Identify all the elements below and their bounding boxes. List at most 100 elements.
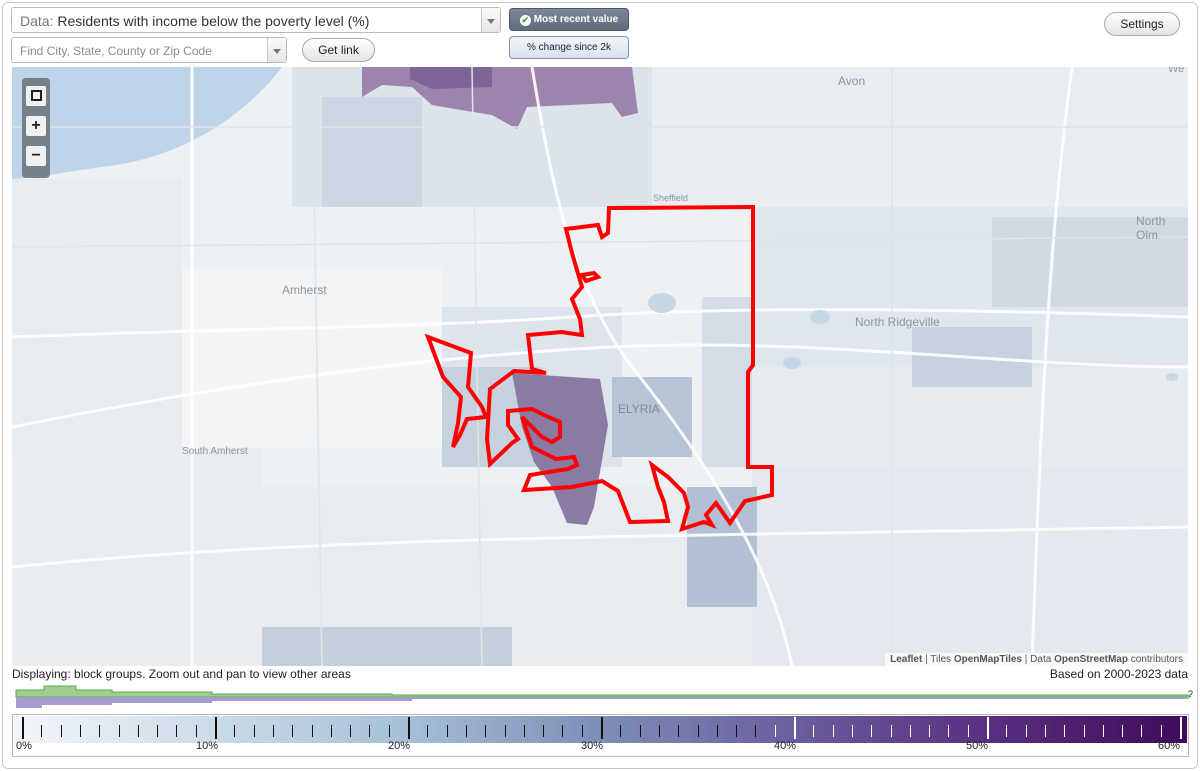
- map[interactable]: Avon Sheffield North Olm Amherst North R…: [12, 67, 1188, 666]
- place-label-north-ridgeville: North Ridgeville: [855, 315, 940, 329]
- legend-tick: [794, 717, 796, 739]
- tract-central-west: [182, 267, 442, 447]
- legend-label-20: 20%: [388, 740, 411, 752]
- percent-change-button[interactable]: % change since 2k: [509, 36, 629, 59]
- legend-tick: [1122, 725, 1124, 737]
- legend-label-30: 30%: [581, 740, 604, 752]
- legend-tick: [1064, 725, 1066, 737]
- chevron-down-icon[interactable]: [481, 8, 500, 32]
- search-placeholder: Find City, State, County or Zip Code: [20, 44, 212, 58]
- legend-tick: [60, 725, 62, 737]
- chevron-down-icon[interactable]: [267, 38, 286, 62]
- data-select[interactable]: Data: Residents with income below the po…: [11, 7, 501, 33]
- zoom-out-button[interactable]: −: [26, 146, 46, 166]
- city-boundary: [424, 204, 774, 533]
- data-label: Data:: [20, 13, 54, 29]
- attribution-sep: | Data: [1022, 654, 1055, 665]
- tract-west: [12, 179, 182, 449]
- legend-tick: [581, 725, 583, 737]
- map-zoom-controls: + −: [22, 78, 50, 178]
- legend-tick: [562, 725, 564, 737]
- legend-tick: [427, 725, 429, 737]
- legend-tick: [543, 725, 545, 737]
- data-select-value: Residents with income below the poverty …: [57, 13, 370, 29]
- legend-tick: [99, 725, 101, 737]
- legend-tick: [388, 725, 390, 737]
- legend-tick: [774, 725, 776, 737]
- legend-tick: [137, 725, 139, 737]
- legend-tick: [832, 725, 834, 737]
- legend-tick: [446, 725, 448, 737]
- tract-elyria-core: [612, 377, 692, 457]
- legend-tick: [234, 725, 236, 737]
- fullscreen-button[interactable]: [26, 86, 46, 106]
- place-label-south-amherst: South Amherst: [182, 446, 248, 457]
- legend-tick: [311, 725, 313, 737]
- legend-tick: [658, 725, 660, 737]
- legend-tick: [408, 717, 410, 739]
- display-status: Displaying: block groups. Zoom out and p…: [12, 667, 351, 681]
- legend-tick: [350, 725, 352, 737]
- map-canvas[interactable]: [12, 67, 1188, 666]
- legend-tick: [292, 725, 294, 737]
- legend-tick: [736, 725, 738, 737]
- most-recent-value-button[interactable]: ✔ Most recent value: [509, 8, 629, 31]
- osm-link[interactable]: OpenStreetMap: [1054, 654, 1128, 665]
- place-label-avon: Avon: [838, 74, 866, 88]
- settings-button[interactable]: Settings: [1104, 12, 1180, 36]
- legend-tick: [1160, 725, 1162, 737]
- tract-north2: [322, 97, 422, 207]
- legend-tick: [967, 725, 969, 737]
- most-recent-label: Most recent value: [533, 14, 619, 25]
- legend-tick: [1044, 725, 1046, 737]
- legend-tick: [697, 725, 699, 737]
- place-label-westlake: We: [1168, 67, 1185, 75]
- place-label-amherst: Amherst: [282, 283, 327, 297]
- legend-tick: [987, 717, 989, 739]
- legend-tick: [1006, 725, 1008, 737]
- tract-south-east: [687, 487, 757, 607]
- legend-tick: [1025, 725, 1027, 737]
- zoom-in-button[interactable]: +: [26, 116, 46, 136]
- legend-tick: [485, 725, 487, 737]
- legend-tick: [79, 725, 81, 737]
- legend-tick: [1083, 725, 1085, 737]
- legend-ramp: [14, 716, 1187, 743]
- fullscreen-icon: [30, 90, 42, 101]
- legend-tick: [1102, 725, 1104, 737]
- legend-tick: [369, 725, 371, 737]
- legend-tick: [272, 725, 274, 737]
- legend-label-50: 50%: [966, 740, 989, 752]
- legend-tick: [22, 717, 24, 739]
- legend-label-10: 10%: [196, 740, 219, 752]
- tract-southeast: [752, 467, 1188, 666]
- legend-label-60: 60%: [1158, 740, 1181, 752]
- legend-tick: [330, 725, 332, 737]
- map-attribution: Leaflet | Tiles OpenMapTiles | Data Open…: [885, 653, 1188, 666]
- color-legend: 0% 10% 20% 30% 40% 50% 60%: [12, 714, 1189, 757]
- legend-tick: [601, 717, 603, 739]
- legend-tick: [1141, 725, 1143, 737]
- legend-label-0: 0%: [16, 740, 32, 752]
- legend-tick: [195, 725, 197, 737]
- legend-tick: [504, 725, 506, 737]
- legend-tick: [716, 725, 718, 737]
- legend-tick: [871, 725, 873, 737]
- legend-tick: [929, 725, 931, 737]
- attribution-suffix: contributors: [1127, 654, 1183, 665]
- legend-tick: [176, 725, 178, 737]
- lake-erie: [12, 67, 282, 179]
- legend-tick: [157, 725, 159, 737]
- legend-tick: [890, 725, 892, 737]
- get-link-button[interactable]: Get link: [302, 38, 375, 62]
- tiles-link[interactable]: OpenMapTiles: [953, 654, 1022, 665]
- legend-tick: [215, 717, 217, 739]
- legend-tick: [620, 725, 622, 737]
- legend-tick: [678, 725, 680, 737]
- legend-tick: [948, 725, 950, 737]
- legend-tick: [909, 725, 911, 737]
- leaflet-link[interactable]: Leaflet: [890, 654, 923, 665]
- location-search-input[interactable]: Find City, State, County or Zip Code: [11, 37, 287, 63]
- tract-south-block: [262, 627, 512, 666]
- attribution-sep: | Tiles: [922, 654, 954, 665]
